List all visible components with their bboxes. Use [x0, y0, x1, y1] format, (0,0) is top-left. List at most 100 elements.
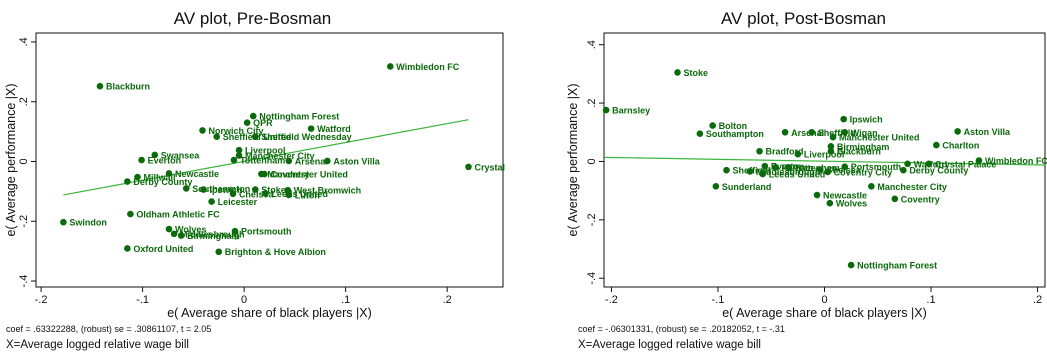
x-axis-label: e( Average share of black players |X): [167, 306, 372, 320]
data-point: [165, 225, 173, 233]
fit-line: [603, 156, 1046, 166]
data-point: [96, 82, 104, 90]
point-label: Brighton & Hove Albion: [225, 247, 326, 257]
x-tick-label: .2: [1033, 294, 1042, 306]
coef-note: coef = -.06301331, (robust) se = .201820…: [578, 324, 785, 334]
coef-note: coef = .63322288, (robust) se = .3086110…: [6, 324, 212, 334]
point-label: Watford: [317, 124, 351, 134]
data-point: [746, 168, 754, 175]
point-label: Charlton: [942, 141, 979, 151]
data-point: [674, 69, 681, 76]
point-label: Stoke: [684, 68, 709, 78]
data-point: [723, 166, 730, 174]
point-label: Oldham Athletic FC: [136, 210, 220, 220]
point-label: Blackburn: [106, 82, 150, 92]
data-point: [151, 151, 159, 159]
data-point: [824, 168, 831, 176]
y-tick-label: 0: [586, 158, 598, 164]
point-label: Derby County: [909, 166, 968, 176]
data-point: [813, 191, 821, 199]
data-point: [285, 191, 293, 199]
data-point: [816, 166, 824, 173]
data-point: [904, 160, 911, 168]
point-label: Sheffield: [818, 128, 856, 138]
point-label: Coventry City: [834, 167, 893, 177]
data-point: [827, 142, 835, 150]
point-label: Portsmouth: [241, 227, 292, 237]
x-axis-label: e( Average share of black players |X): [722, 306, 927, 320]
data-point: [602, 106, 610, 114]
data-point: [127, 210, 134, 218]
point-label: Swansea: [161, 150, 201, 160]
data-point: [696, 130, 704, 138]
data-point: [847, 261, 855, 269]
point-label: Portsmouth: [851, 162, 902, 172]
point-label: Oxford United: [133, 244, 193, 254]
data-point: [213, 133, 221, 140]
x-tick-label: 0: [821, 294, 827, 306]
chart-title: AV plot, Pre-Bosman: [173, 9, 332, 28]
point-label: Leeds United: [271, 189, 328, 199]
point-label: Leicester: [218, 197, 258, 207]
x-tick-label: -.2: [605, 294, 618, 306]
data-point: [891, 195, 899, 203]
data-point: [215, 248, 223, 256]
y-tick-label: 0: [18, 158, 30, 164]
point-label: Wolves: [836, 199, 867, 209]
data-point: [954, 128, 961, 135]
y-tick-label: .4: [586, 40, 598, 49]
point-label: Luton: [295, 190, 320, 200]
data-point: [200, 186, 207, 193]
point-label: Arsenal: [791, 128, 824, 138]
data-point: [229, 190, 237, 198]
data-point: [251, 186, 259, 193]
point-label: Chelsea: [826, 165, 862, 175]
point-label: Liverpool: [245, 146, 286, 156]
point-label: Tottenham: [240, 156, 285, 166]
data-point: [826, 199, 834, 207]
data-point: [841, 163, 849, 171]
point-label: Aston Villa: [333, 156, 380, 166]
data-point: [307, 125, 315, 132]
point-label: Derby County: [133, 177, 192, 187]
point-label: Ipswich: [210, 185, 243, 195]
data-point: [165, 170, 173, 177]
data-point: [134, 173, 141, 181]
data-point: [975, 157, 983, 164]
data-point: [124, 245, 131, 252]
y-tick-label: -.4: [586, 272, 598, 285]
point-label: Manchester City: [877, 182, 947, 192]
point-label: Wimbledon FC: [396, 62, 459, 72]
data-point: [759, 170, 767, 178]
point-label: Norwich City: [208, 126, 263, 136]
data-point: [933, 141, 940, 149]
data-point: [235, 152, 243, 159]
data-point: [772, 163, 779, 171]
data-point: [761, 162, 769, 170]
point-label: Manchester United: [267, 170, 348, 180]
point-label: Tottenham: [794, 163, 839, 173]
y-axis-label: e( Average performance |X): [4, 83, 18, 236]
data-point: [925, 160, 933, 168]
point-label: Wolves: [175, 225, 206, 235]
point-label: Barnsley: [612, 106, 650, 116]
point-label: Leeds United: [769, 170, 826, 180]
data-point: [249, 112, 257, 120]
y-tick-label: -.2: [586, 213, 598, 226]
x-tick-label: -.1: [136, 294, 149, 306]
data-point: [124, 178, 131, 185]
data-point: [387, 63, 394, 70]
point-label: Swindon: [69, 218, 107, 228]
y-tick-label: -.2: [18, 215, 30, 228]
plot-area: -.2 -.1 0 .1 .2 -.4 -.2 0 .2 .4 e( Average share o…: [566, 32, 1047, 320]
data-point: [756, 147, 763, 155]
point-label: Sunderland: [722, 182, 772, 192]
data-point: [230, 156, 238, 164]
point-label: Nottingham Forest: [857, 261, 937, 271]
point-label: Sheffield Wednesday: [261, 132, 351, 142]
point-label: Nottingham Forest: [259, 112, 339, 122]
chart-post-bosman: AV plot, Post-Bosman -.2 -.1 0 .1 .2 -.4 -.2 0.…: [560, 0, 1047, 358]
point-label: West Bromwich: [294, 186, 361, 196]
data-point: [208, 198, 215, 205]
x-tick-label: -.1: [712, 294, 725, 306]
